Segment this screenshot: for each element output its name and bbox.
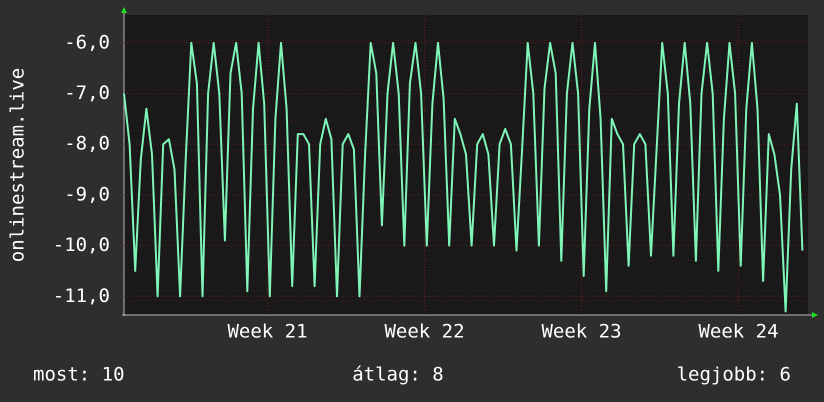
stat-best: legjobb: 6 [677,364,791,386]
stat-current: most: 10 [33,364,125,386]
y-tick-label: -11,0 [53,285,110,307]
axis-arrow [812,312,818,318]
y-axis-label: onlinestream.live [7,68,29,262]
axis-arrow [121,7,127,13]
y-tick-label: -7,0 [64,82,110,104]
x-tick-label: Week 23 [541,321,621,343]
x-tick-label: Week 24 [698,321,778,343]
x-tick-label: Week 22 [384,321,464,343]
x-tick-label: Week 21 [227,321,307,343]
plot [123,15,808,315]
y-tick-label: -9,0 [64,183,110,205]
y-tick-label: -8,0 [64,133,110,155]
data-line [123,41,804,313]
stat-average: átlag: 8 [352,364,444,386]
y-tick-label: -10,0 [53,234,110,256]
y-tick-label: -6,0 [64,31,110,53]
